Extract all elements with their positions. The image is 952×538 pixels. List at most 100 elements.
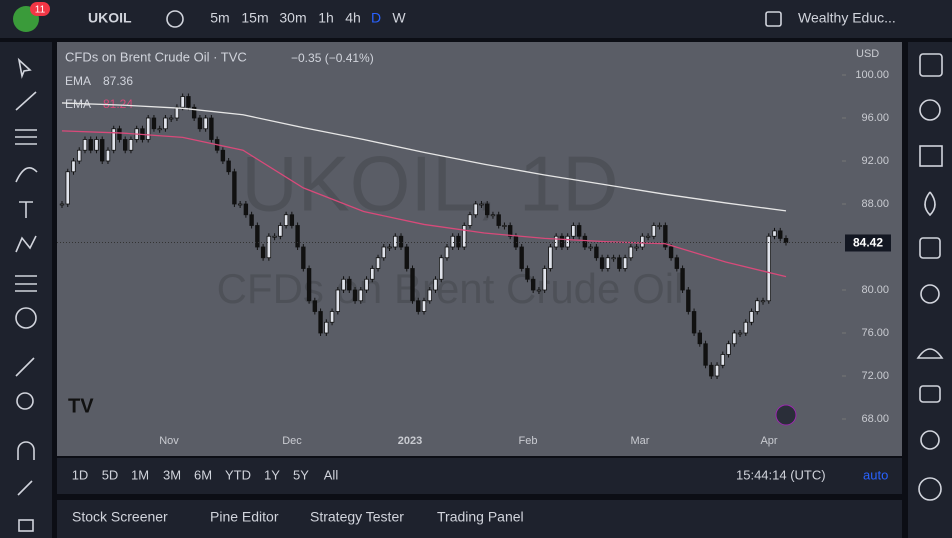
candle bbox=[709, 364, 714, 377]
candle bbox=[82, 139, 88, 151]
candle bbox=[186, 96, 191, 108]
magnet-tool[interactable] bbox=[17, 441, 35, 460]
candle bbox=[444, 246, 450, 259]
candle bbox=[59, 203, 65, 206]
candle bbox=[404, 246, 409, 269]
candle bbox=[668, 246, 674, 259]
y-tick-label: 92.00 bbox=[861, 155, 889, 167]
ema-slow-line bbox=[61, 102, 787, 212]
interval[interactable]: 30m bbox=[279, 10, 306, 26]
x-axis-label: Feb bbox=[519, 435, 538, 447]
candle bbox=[249, 214, 254, 226]
range-button[interactable]: All bbox=[324, 467, 339, 482]
candle bbox=[151, 117, 157, 130]
candle bbox=[358, 289, 363, 302]
top-toolbar bbox=[0, 0, 952, 38]
line-tool[interactable] bbox=[15, 91, 37, 111]
candle bbox=[640, 235, 645, 248]
streams-icon[interactable] bbox=[916, 348, 944, 359]
candle bbox=[467, 214, 473, 226]
ruler-tool[interactable] bbox=[15, 357, 35, 377]
candle bbox=[502, 225, 507, 227]
candle bbox=[168, 117, 174, 120]
watermark-symbol: UKOIL, 1D bbox=[241, 140, 618, 228]
emoji-tool[interactable] bbox=[15, 307, 37, 329]
interval[interactable]: 15m bbox=[241, 10, 268, 26]
pattern-tool[interactable] bbox=[15, 235, 37, 253]
layout-icon[interactable] bbox=[765, 11, 782, 27]
candle bbox=[163, 117, 168, 130]
candle bbox=[209, 117, 214, 140]
last-price-label: 84.42 bbox=[853, 236, 883, 250]
zoom-tool[interactable] bbox=[16, 392, 34, 410]
range-button[interactable]: 5D bbox=[102, 467, 119, 482]
interval[interactable]: W bbox=[392, 10, 406, 26]
range-button[interactable]: 1D bbox=[72, 467, 89, 482]
range-button[interactable]: 5Y bbox=[293, 467, 309, 482]
account[interactable]: Wealthy Educ... bbox=[798, 10, 896, 26]
x-axis-label: Dec bbox=[282, 435, 302, 447]
range-button[interactable]: YTD bbox=[225, 467, 251, 482]
y-tick-label: 100.00 bbox=[855, 69, 889, 81]
candle bbox=[462, 225, 467, 248]
replay-icon[interactable] bbox=[918, 477, 942, 501]
currency[interactable]: USD bbox=[856, 48, 879, 60]
candle bbox=[634, 246, 639, 249]
candle bbox=[628, 246, 634, 259]
candle bbox=[375, 257, 381, 269]
candle bbox=[352, 289, 358, 302]
candle bbox=[364, 278, 369, 291]
range-button[interactable]: 1M bbox=[131, 467, 149, 482]
ema-fast-line bbox=[61, 130, 787, 278]
range-button[interactable]: 3M bbox=[163, 467, 181, 482]
signals-icon[interactable] bbox=[920, 430, 940, 450]
event-icon[interactable] bbox=[775, 404, 797, 426]
candle bbox=[513, 235, 519, 248]
candle bbox=[663, 225, 668, 248]
candle bbox=[479, 203, 484, 206]
fib-tool[interactable] bbox=[15, 129, 37, 145]
ideas-icon[interactable] bbox=[920, 284, 940, 304]
lock-tool[interactable] bbox=[18, 519, 34, 532]
interval[interactable]: 4h bbox=[345, 10, 361, 26]
candle bbox=[295, 225, 300, 248]
candle bbox=[278, 225, 283, 237]
forecast-tool[interactable] bbox=[15, 275, 37, 292]
alerts-icon[interactable] bbox=[919, 99, 941, 121]
candle bbox=[571, 225, 576, 237]
add-symbol-icon[interactable] bbox=[166, 10, 184, 28]
watchlist-icon[interactable] bbox=[919, 53, 943, 77]
symbol[interactable]: UKOIL bbox=[88, 10, 132, 26]
candle bbox=[536, 289, 542, 292]
cursor-tool[interactable] bbox=[17, 57, 32, 79]
chats-icon[interactable] bbox=[919, 385, 941, 403]
interval[interactable]: D bbox=[371, 10, 381, 26]
calendar-icon[interactable] bbox=[919, 237, 941, 259]
text-tool[interactable] bbox=[19, 201, 33, 218]
data-icon[interactable] bbox=[919, 145, 943, 167]
badge-count: 11 bbox=[35, 5, 46, 16]
interval[interactable]: 1h bbox=[318, 10, 334, 26]
interval[interactable]: 5m bbox=[210, 10, 229, 26]
candle bbox=[565, 235, 570, 248]
panel-tab[interactable]: Pine Editor bbox=[210, 509, 279, 525]
hotlist-icon[interactable] bbox=[924, 191, 936, 217]
range-button[interactable]: 1Y bbox=[264, 467, 280, 482]
candle bbox=[174, 106, 180, 119]
scale-mode[interactable]: auto bbox=[863, 467, 888, 482]
candle bbox=[749, 311, 754, 323]
ema-value: 87.36 bbox=[103, 74, 133, 88]
panel-tab[interactable]: Stock Screener bbox=[72, 509, 168, 525]
candle bbox=[427, 289, 432, 302]
candle bbox=[341, 278, 346, 291]
panel-tab[interactable]: Trading Panel bbox=[437, 509, 524, 525]
candle bbox=[180, 96, 185, 108]
candle bbox=[329, 311, 335, 323]
candle bbox=[507, 225, 513, 237]
brush-tool[interactable] bbox=[15, 166, 38, 183]
y-tick-label: 88.00 bbox=[861, 198, 889, 210]
lock-drawing-tool[interactable] bbox=[17, 480, 33, 496]
candle bbox=[594, 246, 599, 259]
range-button[interactable]: 6M bbox=[194, 467, 212, 482]
panel-tab[interactable]: Strategy Tester bbox=[310, 509, 404, 525]
